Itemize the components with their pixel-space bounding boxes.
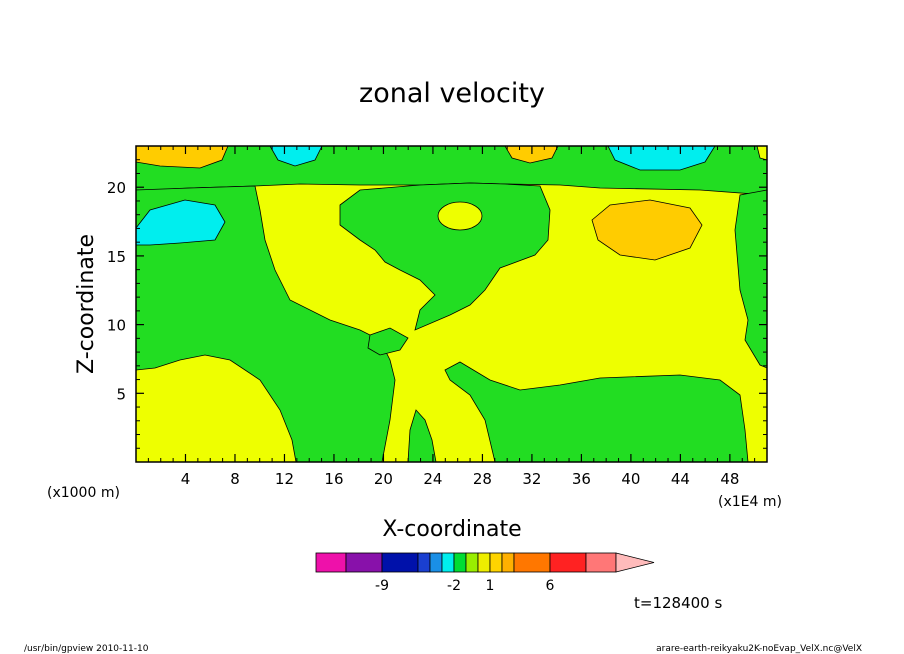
chart-title: zonal velocity — [359, 78, 545, 109]
y-axis: 5 10 15 20 — [107, 159, 767, 449]
colorbar-cell — [417, 552, 431, 573]
contour-yellow-topright — [756, 146, 767, 161]
y-tick-label: 15 — [107, 248, 126, 266]
x-tick-label: 28 — [473, 470, 492, 488]
colorbar-arrow — [615, 552, 655, 573]
colorbar-cell — [477, 552, 491, 573]
y-tick-label: 20 — [107, 179, 126, 197]
colorbar-cell — [315, 552, 347, 573]
y-tick-label: 5 — [116, 385, 126, 403]
x-unit-label: (x1000 m) — [47, 485, 120, 501]
x-tick-label: 4 — [181, 470, 191, 488]
x-scale-label: (x1E4 m) — [718, 494, 782, 510]
colorbar-cell — [489, 552, 503, 573]
contour-green-bottom — [444, 361, 749, 462]
x-tick-label: 20 — [374, 470, 393, 488]
plot-frame — [135, 145, 768, 463]
colorbar — [315, 552, 655, 573]
contour-green-spike — [407, 409, 437, 462]
colorbar-cell — [549, 552, 587, 573]
time-label: t=128400 s — [634, 594, 722, 612]
x-axis-title: X-coordinate — [382, 517, 521, 542]
contour-yellow-hole — [437, 201, 483, 231]
contour-green-center — [339, 182, 551, 331]
colorbar-label: 1 — [486, 578, 495, 594]
colorbar-label: -9 — [375, 578, 389, 594]
y-tick-label: 10 — [107, 317, 126, 335]
x-tick-label: 16 — [324, 470, 343, 488]
colorbar-label: 6 — [546, 578, 555, 594]
x-tick-label: 12 — [275, 470, 294, 488]
colorbar-cell — [381, 552, 419, 573]
footer-left: /usr/bin/gpview 2010-11-10 — [24, 644, 149, 654]
footer-right: arare-earth-reikyaku2K-noEvap_VelX.nc@Ve… — [656, 644, 862, 654]
colorbar-labels: -9 -2 1 6 — [375, 578, 555, 594]
x-tick-label: 48 — [720, 470, 739, 488]
contour-green-left — [136, 185, 396, 462]
colorbar-label: -2 — [447, 578, 461, 594]
contour-green-right — [734, 189, 767, 369]
x-tick-label: 8 — [230, 470, 240, 488]
contour-field — [136, 146, 767, 462]
colorbar-cell — [429, 552, 443, 573]
y-axis-title: Z-coordinate — [74, 234, 99, 374]
x-axis: 4 8 12 16 20 24 28 32 36 40 44 48 — [147, 146, 756, 488]
x-tick-label: 40 — [621, 470, 640, 488]
contour-orange-topleft — [136, 146, 229, 169]
x-tick-label: 32 — [522, 470, 541, 488]
x-tick-label: 44 — [671, 470, 690, 488]
colorbar-cell — [345, 552, 383, 573]
contour-orange-right — [591, 199, 703, 261]
colorbar-cell — [453, 552, 467, 573]
colorbar-cell — [513, 552, 551, 573]
colorbar-cell — [501, 552, 515, 573]
contour-cyan-topright — [607, 146, 716, 171]
colorbar-cell — [441, 552, 455, 573]
contour-cyan-left — [136, 199, 226, 246]
contour-green-blob — [367, 327, 409, 356]
contour-orange-topmid — [504, 146, 559, 164]
colorbar-cell — [465, 552, 479, 573]
x-tick-label: 24 — [423, 470, 442, 488]
contour-cyan-topcenter — [269, 146, 323, 167]
x-tick-label: 36 — [572, 470, 591, 488]
colorbar-cell — [585, 552, 617, 573]
